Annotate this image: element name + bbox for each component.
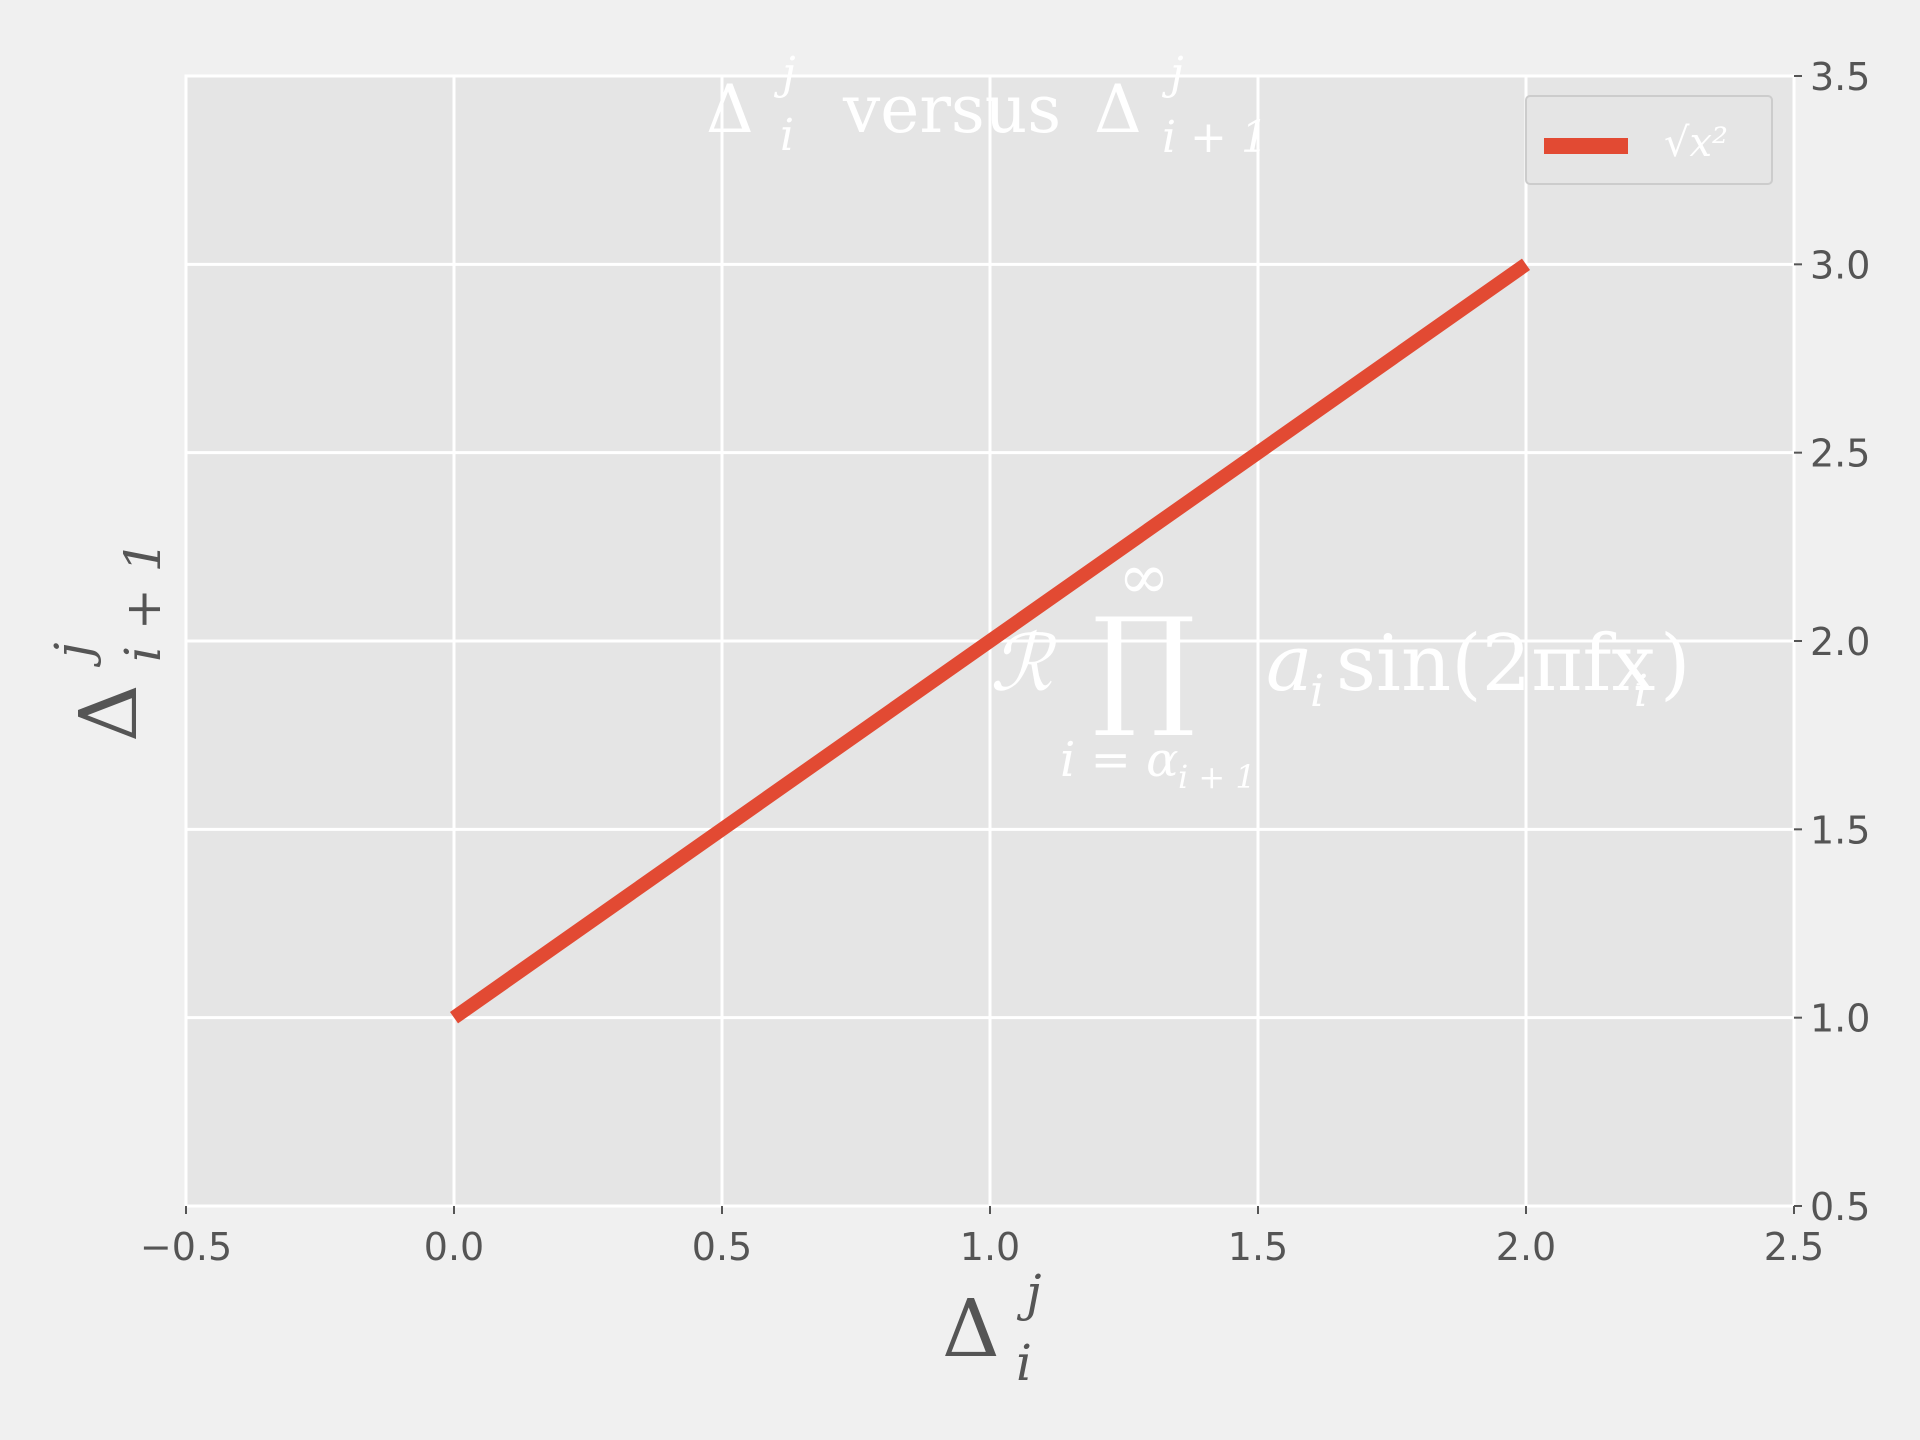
formula-lower-limit: i = α (1060, 732, 1179, 788)
formula-infinity: ∞ (1118, 540, 1170, 613)
series-layer (449, 258, 1531, 1024)
x-axis-label-sub: i (1016, 1334, 1032, 1392)
formula-term-a-sub: i (1310, 666, 1324, 717)
title-delta-2: Δ (1094, 71, 1142, 148)
formula-term-a: a (1266, 619, 1313, 709)
y-tick-label: 3.5 (1810, 55, 1870, 99)
x-axis-label-delta: Δ (942, 1282, 1000, 1375)
x-axis-ticks: −0.5 0.0 0.5 1.0 1.5 2.0 2.5 (140, 1206, 1824, 1269)
y-tick-label: 1.5 (1810, 808, 1870, 852)
x-tick-label: 2.5 (1764, 1225, 1824, 1269)
x-tick-label: 0.0 (424, 1225, 484, 1269)
y-tick-label: 3.0 (1810, 243, 1870, 287)
x-tick-label: 1.0 (960, 1225, 1020, 1269)
x-tick-label: 1.5 (1228, 1225, 1288, 1269)
x-tick-label: 2.0 (1496, 1225, 1556, 1269)
y-axis-label: Δ j i + 1 (44, 541, 172, 742)
formula-term-rest: sin(2πfx (1336, 619, 1655, 709)
legend: √x² (1525, 95, 1773, 185)
series-line-0 (449, 258, 1531, 1024)
formula-script-r: ℛ (990, 619, 1057, 709)
formula-lower-limit-sub: i + 1 (1178, 758, 1256, 796)
x-tick-label: 0.5 (692, 1225, 752, 1269)
title-delta-1-sub: i (780, 110, 794, 161)
y-axis-label-sub: i + 1 (114, 541, 172, 662)
y-tick-label: 2.5 (1810, 432, 1870, 476)
y-axis-label-delta: Δ (62, 684, 155, 742)
formula-term-x-sub: i (1634, 666, 1648, 717)
y-tick-label: 2.0 (1810, 620, 1870, 664)
title-versus: versus (822, 71, 1082, 148)
formula-annotation: ℛ ∞ ∏ i = α i + 1 a i sin(2πfx i ) (990, 540, 1690, 796)
formula-product: ∏ (1092, 589, 1195, 741)
x-axis-label: Δ j i (942, 1264, 1042, 1392)
legend-box (1525, 95, 1773, 185)
title-delta-2-sub: i + 1 (1162, 112, 1269, 163)
formula-close-paren: ) (1660, 619, 1690, 709)
title-delta-1: Δ (706, 71, 754, 148)
x-tick-label: −0.5 (140, 1225, 232, 1269)
legend-series-label: √x² (1664, 120, 1728, 166)
y-tick-label: 0.5 (1810, 1185, 1870, 1229)
y-tick-label: 1.0 (1810, 997, 1870, 1041)
y-axis-ticks: 0.5 1.0 1.5 2.0 2.5 3.0 3.5 (1794, 55, 1870, 1229)
